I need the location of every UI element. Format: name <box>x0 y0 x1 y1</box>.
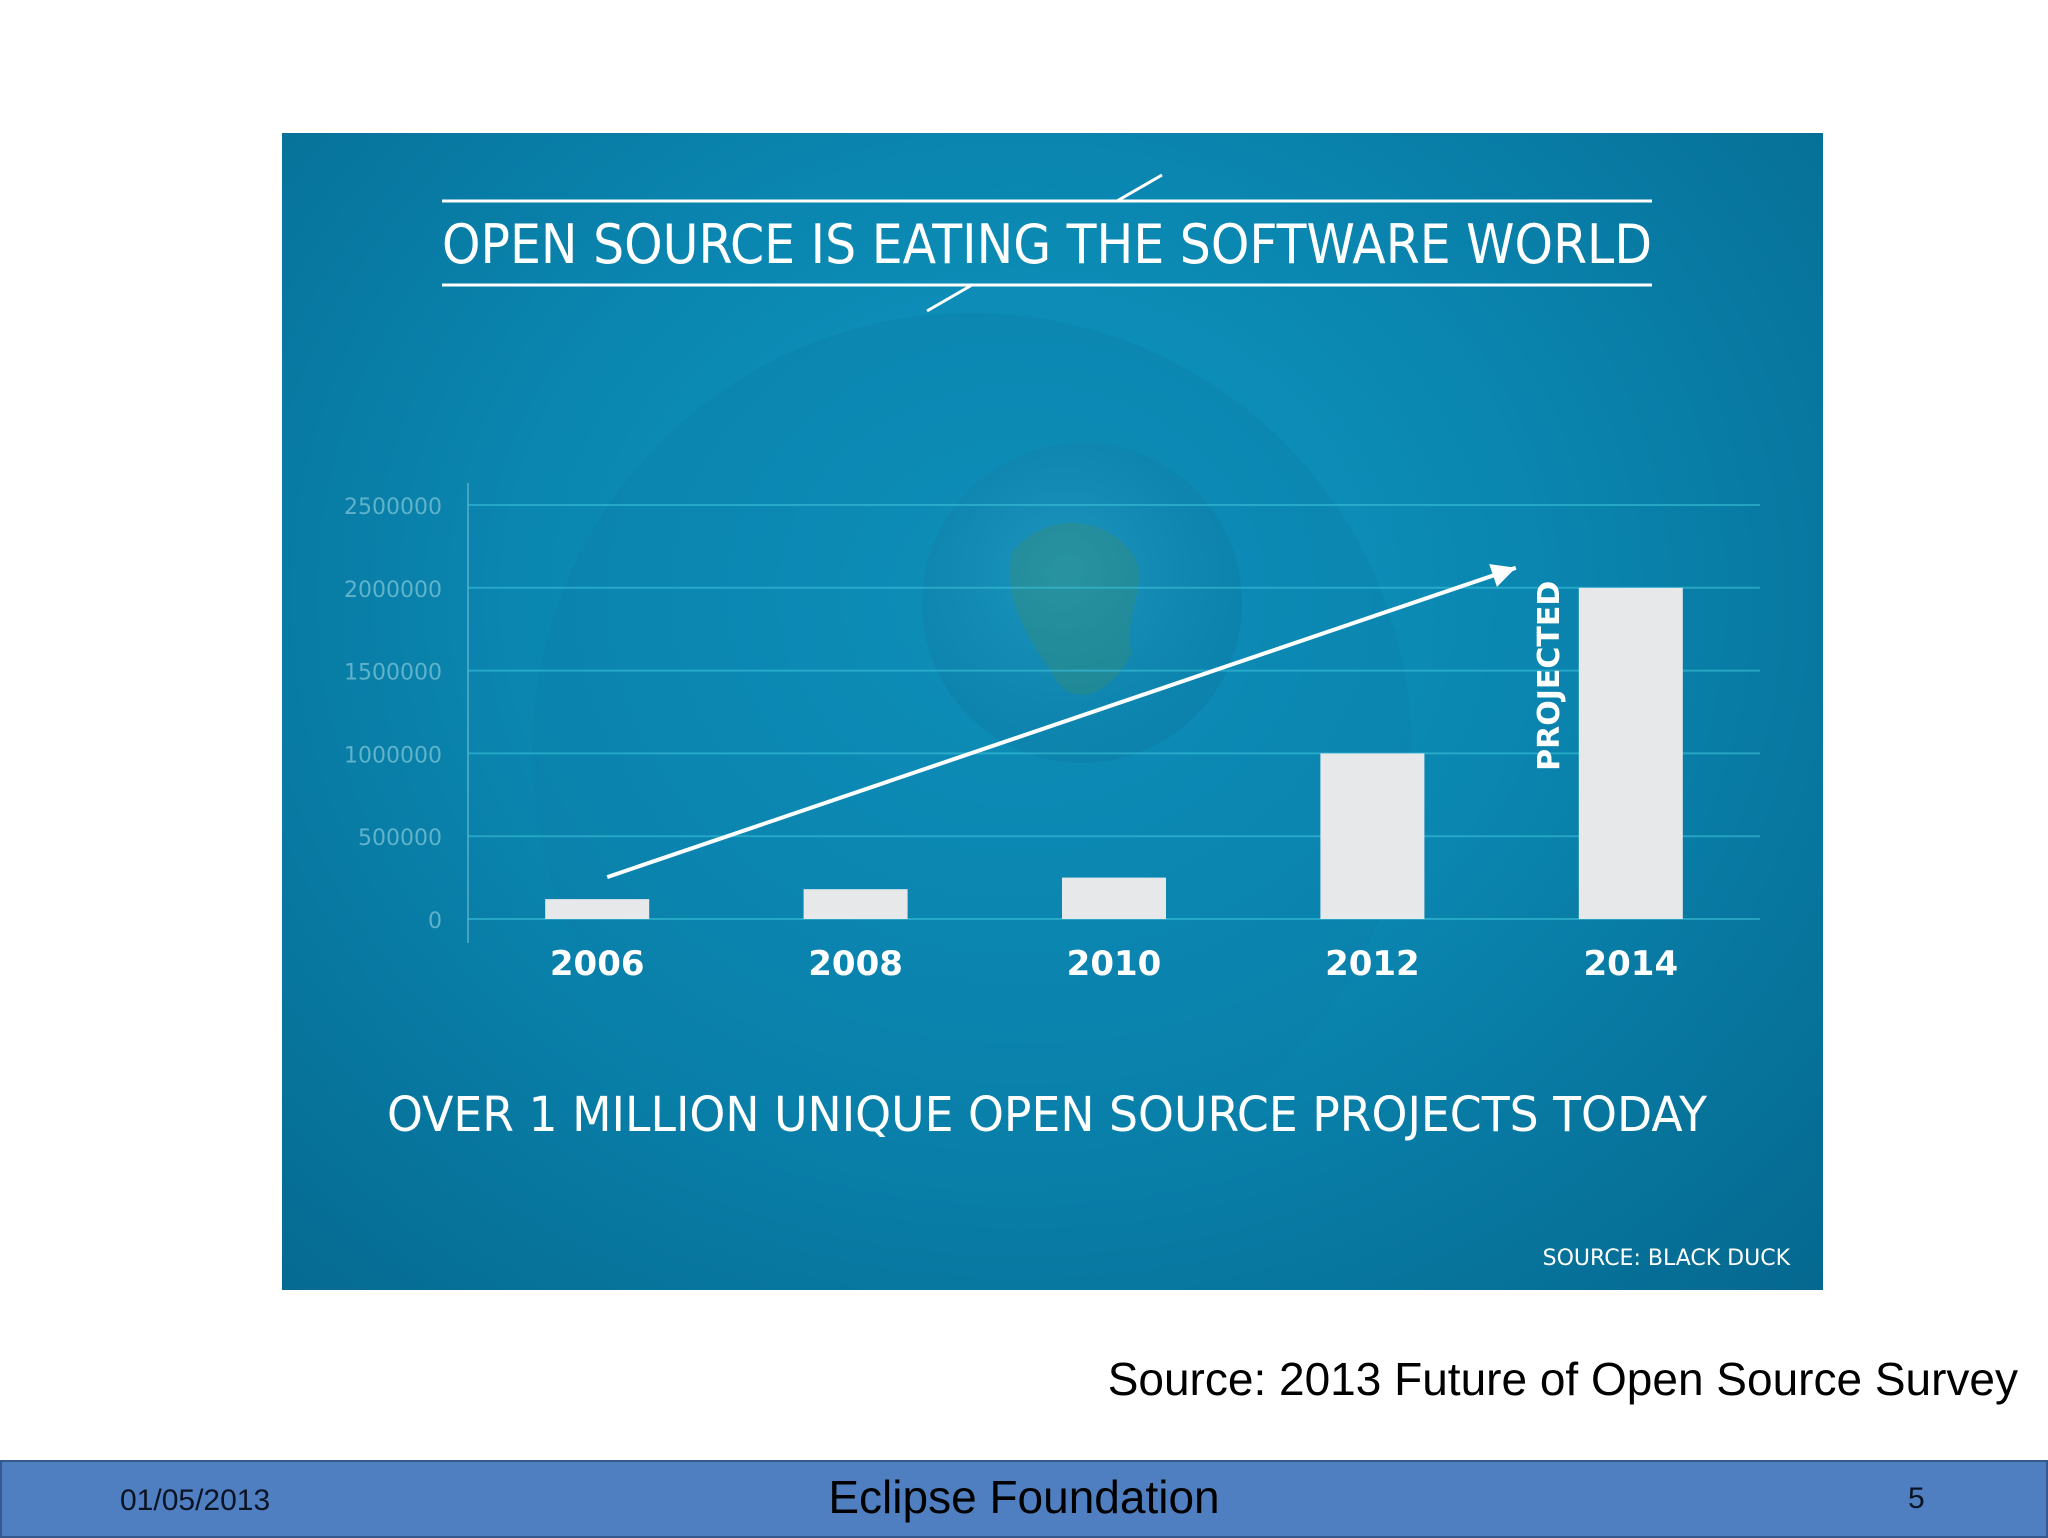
infographic-image: OPEN SOURCE IS EATING THE SOFTWARE WORLD… <box>282 133 1823 1290</box>
y-tick-label: 2000000 <box>344 578 442 603</box>
y-tick-label: 2500000 <box>344 495 442 520</box>
bar-2012 <box>1320 753 1425 919</box>
x-tick-label: 2006 <box>550 944 645 984</box>
headline-frame <box>442 173 1652 313</box>
footer-bar: 01/05/2013 Eclipse Foundation 5 <box>0 1460 2048 1538</box>
bars <box>545 587 1683 919</box>
y-tick-label: 500000 <box>358 826 442 851</box>
bar-2014 <box>1578 587 1683 919</box>
headline: OPEN SOURCE IS EATING THE SOFTWARE WORLD <box>442 213 1652 276</box>
chart: OPEN SOURCE IS EATING THE SOFTWARE WORLD… <box>344 173 1791 1271</box>
projected-label: PROJECTED <box>1532 581 1567 771</box>
footer-page-number: 5 <box>1908 1482 1925 1515</box>
globe-decoration <box>922 443 1242 763</box>
globe-continent-decoration <box>1010 523 1140 695</box>
footer-organization: Eclipse Foundation <box>828 1471 1220 1523</box>
footer-date: 01/05/2013 <box>120 1484 271 1517</box>
bar-2008 <box>803 889 908 919</box>
bar-2006 <box>545 899 650 919</box>
y-tick-label: 1000000 <box>344 743 442 768</box>
source-caption: Source: 2013 Future of Open Source Surve… <box>1107 1353 2018 1405</box>
image-credit: SOURCE: BLACK DUCK <box>1543 1246 1791 1271</box>
y-tick-label: 0 <box>428 909 442 934</box>
annotations: PROJECTED <box>606 564 1567 880</box>
y-tick-label: 1500000 <box>344 661 442 686</box>
x-tick-label: 2008 <box>808 944 903 984</box>
grid <box>467 483 1760 943</box>
x-tick-label: 2010 <box>1067 944 1162 984</box>
trend-arrow-line <box>606 565 1517 880</box>
trend-arrow-head <box>1489 564 1516 587</box>
y-axis-ticks: 0 500000 1000000 1500000 2000000 2500000 <box>344 495 442 934</box>
x-axis-labels: 2006 2008 2010 2012 2014 <box>550 944 1678 984</box>
bar-2010 <box>1062 877 1166 919</box>
x-tick-label: 2012 <box>1325 944 1420 984</box>
x-tick-label: 2014 <box>1583 944 1678 984</box>
tagline: OVER 1 MILLION UNIQUE OPEN SOURCE PROJEC… <box>387 1087 1708 1143</box>
